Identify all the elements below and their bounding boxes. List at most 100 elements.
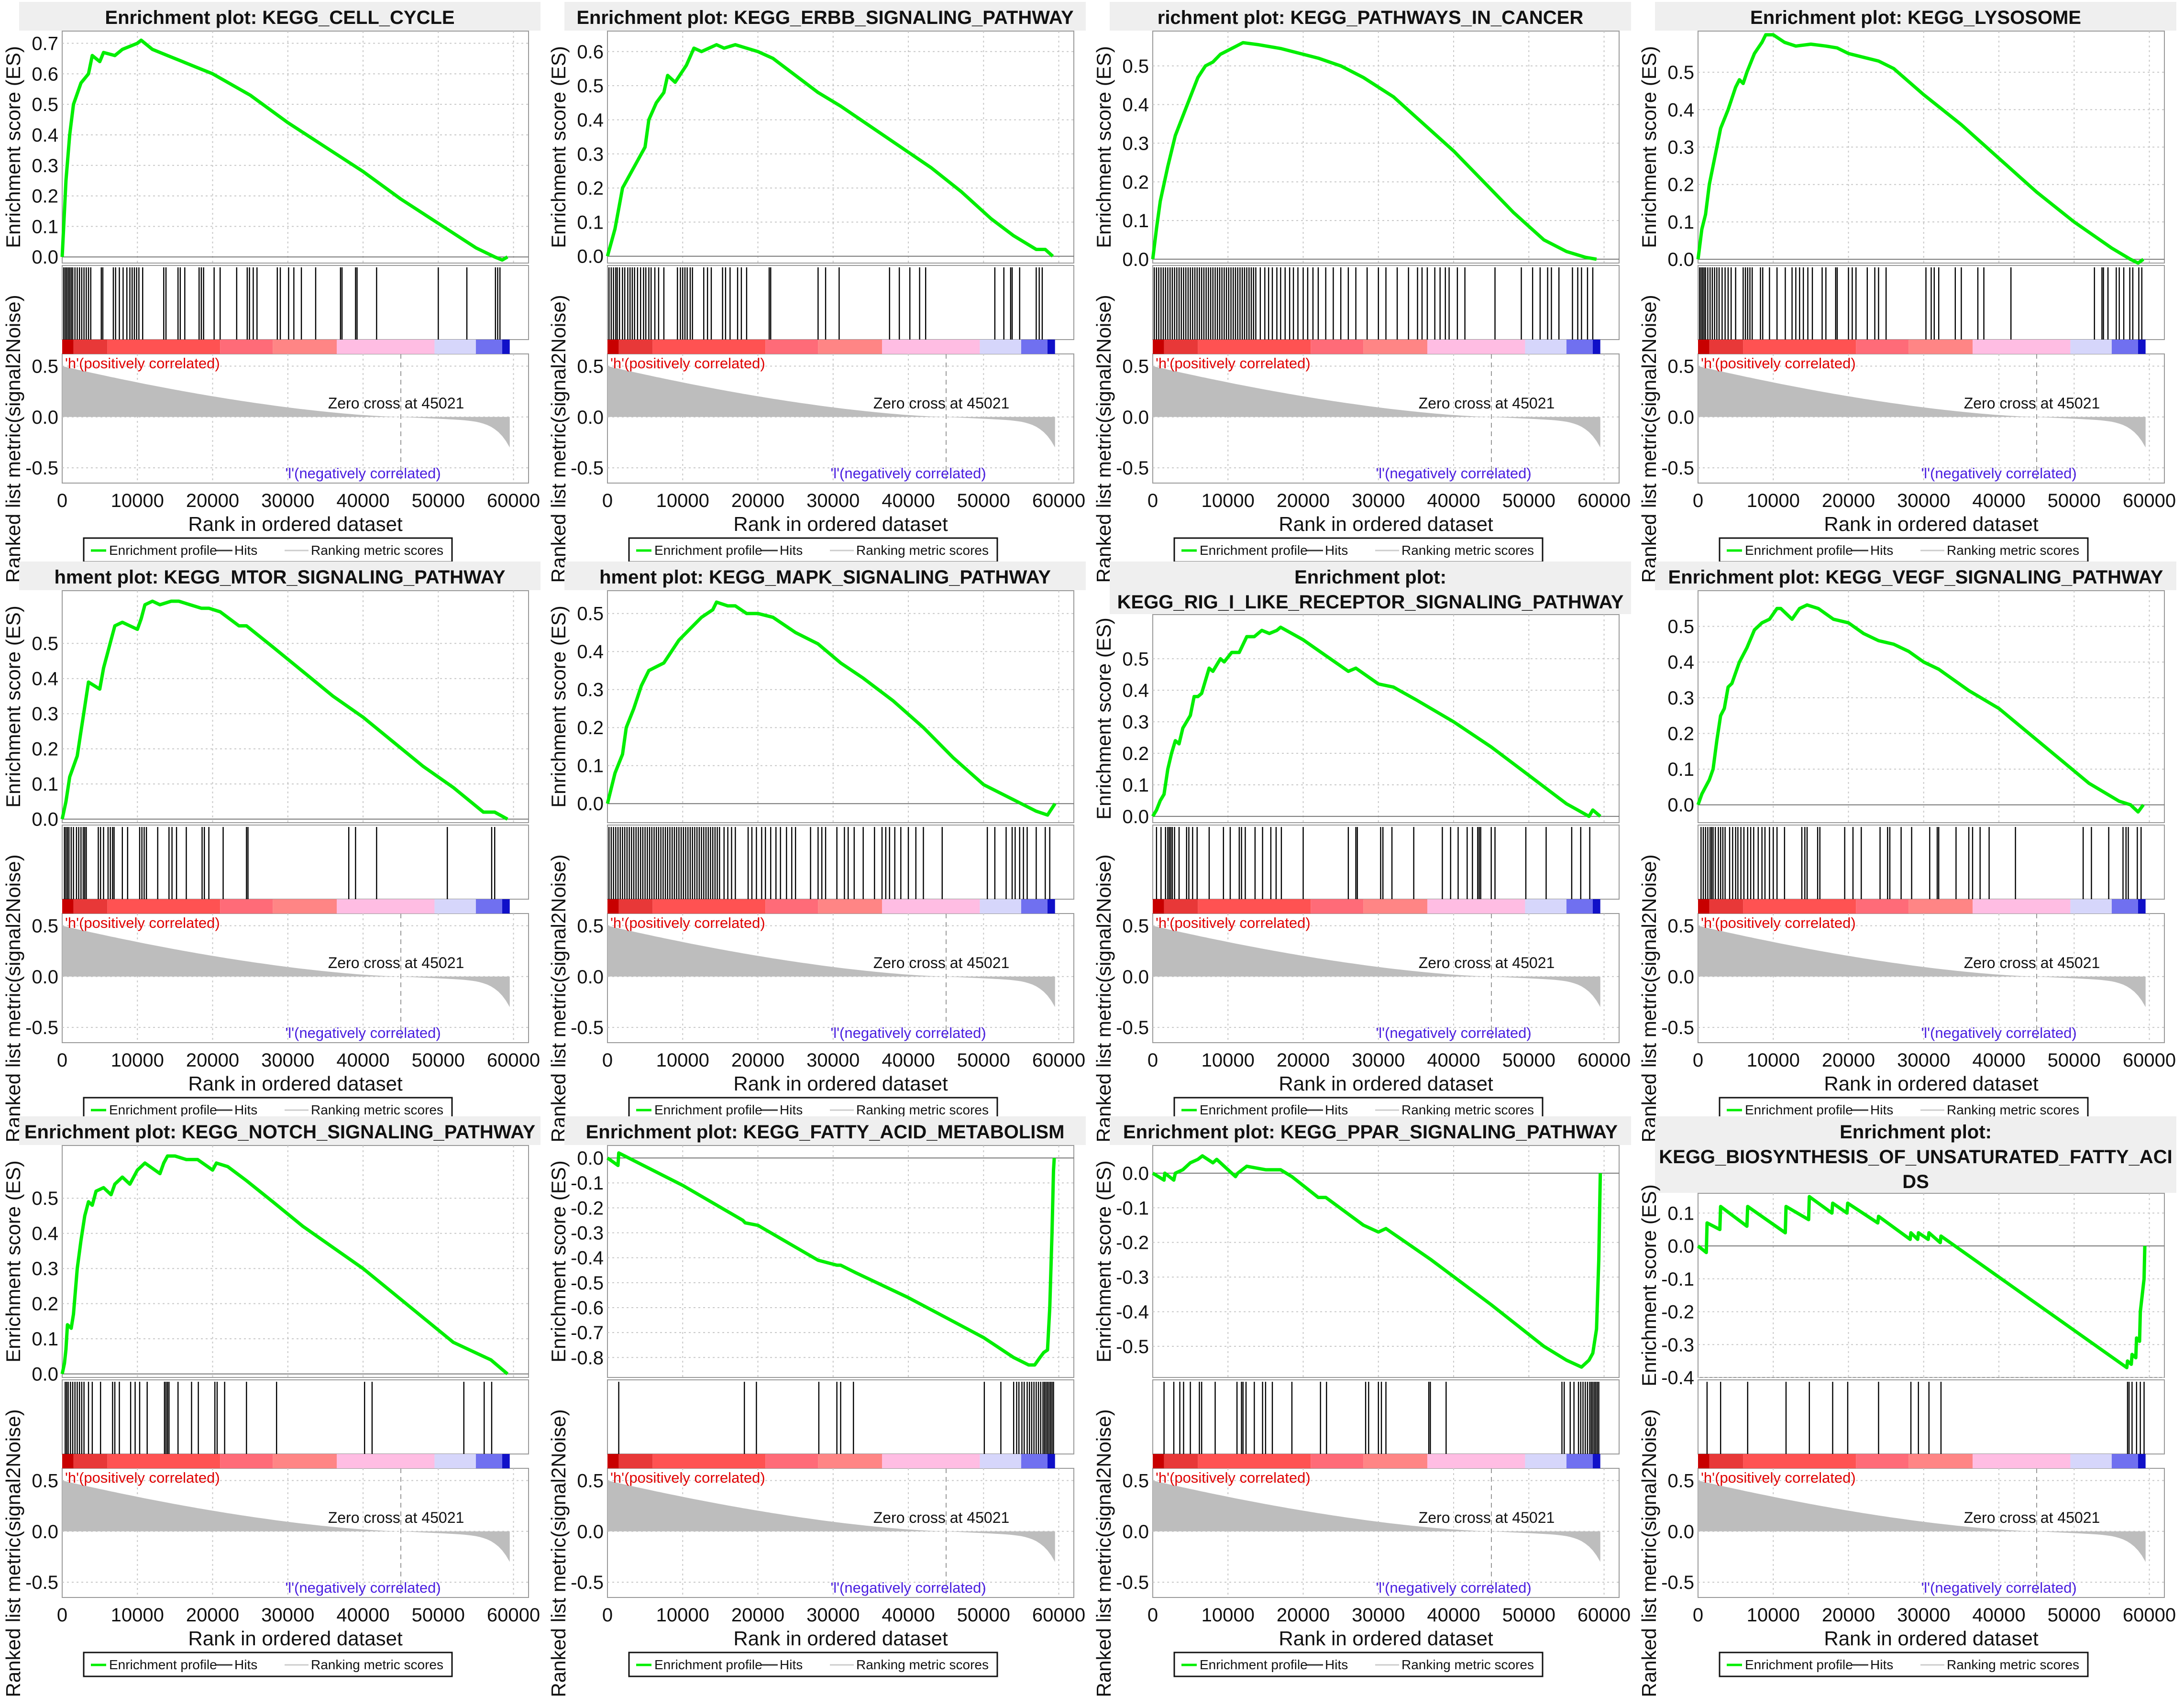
heatbar-segment bbox=[1908, 899, 1973, 914]
es-axis-label: Enrichment score (ES) bbox=[2, 1160, 24, 1362]
hits-group bbox=[608, 267, 1043, 340]
zero-cross-label: Zero cross at 45021 bbox=[1419, 1509, 1555, 1526]
zero-cross-label: Zero cross at 45021 bbox=[328, 954, 464, 971]
es-y-tick-label: -0.6 bbox=[571, 1298, 604, 1319]
es-plot-area bbox=[607, 590, 1074, 823]
es-y-tick-label: -0.4 bbox=[571, 1248, 604, 1269]
x-tick-label: 10000 bbox=[656, 1050, 709, 1071]
x-tick-label: 20000 bbox=[1277, 490, 1330, 511]
es-y-tick-label: 0.3 bbox=[1122, 712, 1149, 733]
heatbar-segment bbox=[1856, 340, 1909, 354]
x-tick-label: 50000 bbox=[2048, 490, 2101, 511]
heatbar-segment bbox=[273, 899, 337, 914]
x-tick-label: 50000 bbox=[957, 1605, 1010, 1626]
hits-group bbox=[1156, 827, 1590, 899]
ranking-metric-area bbox=[1698, 925, 2146, 1040]
negatively-correlated-label: 'l'(negatively correlated) bbox=[285, 1024, 441, 1041]
heatbar-segment bbox=[1698, 1454, 1710, 1468]
es-y-tick-label: -0.2 bbox=[1116, 1233, 1149, 1254]
x-tick-label: 60000 bbox=[487, 1605, 540, 1626]
es-axis-label: Enrichment score (ES) bbox=[2, 606, 24, 807]
es-y-tick-label: 0.5 bbox=[577, 76, 604, 97]
heatbar-segment bbox=[1311, 899, 1364, 914]
metric-axis-label: Ranked list metric(signal2Noise) bbox=[1092, 1409, 1115, 1697]
enrichment-plot-panel: hment plot: KEGG_MTOR_SIGNALING_PATHWAY 0… bbox=[0, 560, 545, 1143]
enrichment-plot-panel: Enrichment plot: KEGG_BIOSYNTHESIS_OF_UNS… bbox=[1636, 1114, 2181, 1697]
ranking-metric-area bbox=[62, 1480, 510, 1595]
metric-y-tick-label: 0.0 bbox=[577, 407, 604, 428]
legend-label-enrichment: Enrichment profile bbox=[109, 543, 217, 558]
x-tick-label: 0 bbox=[602, 1050, 613, 1071]
legend-label-hits: Hits bbox=[234, 543, 257, 558]
es-y-tick-label: 0.2 bbox=[1667, 175, 1694, 196]
negatively-correlated-label: 'l'(negatively correlated) bbox=[1921, 465, 2076, 482]
x-tick-label: 40000 bbox=[1972, 490, 2025, 511]
enrichment-plot-svg: Enrichment plot: KEGG_VEGF_SIGNALING_PAT… bbox=[1638, 562, 2176, 1143]
es-y-tick-label: 0.4 bbox=[1667, 99, 1694, 121]
heatbar-segment bbox=[475, 340, 502, 354]
heatbar-segment bbox=[73, 340, 108, 354]
plot-title: Enrichment plot: KEGG_PPAR_SIGNALING_PAT… bbox=[1123, 1122, 1618, 1143]
x-tick-label: 0 bbox=[57, 1050, 67, 1071]
es-y-tick-label: 0.2 bbox=[1122, 172, 1149, 193]
metric-axis-label: Ranked list metric(signal2Noise) bbox=[547, 1409, 570, 1697]
legend-box bbox=[628, 537, 998, 563]
es-y-tick-label: 0.2 bbox=[577, 178, 604, 199]
es-y-tick-label: 0.0 bbox=[1667, 1236, 1694, 1257]
es-y-tick-label: 0.4 bbox=[577, 641, 604, 662]
x-tick-label: 0 bbox=[57, 490, 67, 511]
legend-label-metric: Ranking metric scores bbox=[856, 543, 989, 558]
heatbar-segment bbox=[618, 340, 653, 354]
x-tick-label: 30000 bbox=[806, 490, 860, 511]
plot-title: Enrichment plot: KEGG_LYSOSOME bbox=[1750, 7, 2081, 28]
ranking-metric-area bbox=[607, 1480, 1055, 1595]
plot-title: hment plot: KEGG_MAPK_SIGNALING_PATHWAY bbox=[599, 567, 1051, 588]
x-tick-label: 10000 bbox=[656, 1605, 709, 1626]
es-y-tick-label: 0.2 bbox=[32, 739, 58, 760]
metric-y-tick-label: -0.5 bbox=[571, 1017, 604, 1038]
heatbar-segment bbox=[273, 340, 337, 354]
es-y-tick-label: 0.2 bbox=[1667, 723, 1694, 744]
heatbar-segment bbox=[1566, 1454, 1593, 1468]
metric-y-tick-label: 0.0 bbox=[1122, 967, 1149, 988]
enrichment-plot-svg: Enrichment plot: KEGG_PPAR_SIGNALING_PAT… bbox=[1092, 1116, 1631, 1697]
heatbar-segment bbox=[882, 899, 980, 914]
metric-y-tick-label: 0.0 bbox=[577, 1521, 604, 1542]
metric-y-tick-label: -0.5 bbox=[1116, 458, 1149, 479]
heatbar-segment bbox=[652, 1454, 766, 1468]
legend-label-hits: Hits bbox=[1870, 1102, 1893, 1117]
enrichment-plot-svg: Enrichment plot: KEGG_FATTY_ACID_METABOL… bbox=[547, 1116, 1086, 1697]
enrichment-plot-svg: Enrichment plot: KEGG_CELL_CYCLE 0 10000 20… bbox=[2, 2, 540, 583]
heatbar-segment bbox=[1592, 899, 1600, 914]
x-tick-label: 40000 bbox=[1427, 1050, 1480, 1071]
x-tick-label: 50000 bbox=[957, 490, 1010, 511]
legend: Enrichment profile Hits Ranking metric sco… bbox=[628, 1652, 998, 1677]
es-y-tick-label: 0.0 bbox=[577, 246, 604, 267]
heatbar-segment bbox=[73, 899, 108, 914]
x-axis-label: Rank in ordered dataset bbox=[1279, 1072, 1493, 1095]
enrichment-profile-line bbox=[1151, 625, 1601, 818]
metric-y-tick-label: 0.5 bbox=[1667, 916, 1694, 937]
zero-cross-label: Zero cross at 45021 bbox=[1419, 395, 1555, 412]
plot-title: hment plot: KEGG_MTOR_SIGNALING_PATHWAY bbox=[54, 567, 505, 588]
es-axis-label: Enrichment score (ES) bbox=[1092, 46, 1115, 248]
metric-y-tick-label: 0.5 bbox=[1122, 356, 1149, 377]
legend-label-hits: Hits bbox=[780, 1102, 803, 1117]
metric-y-tick-label: 0.0 bbox=[1122, 1521, 1149, 1542]
x-tick-label: 50000 bbox=[2048, 1050, 2101, 1071]
x-tick-label: 30000 bbox=[1897, 1050, 1950, 1071]
es-y-tick-label: -0.3 bbox=[571, 1223, 604, 1244]
ranking-metric-area bbox=[62, 925, 510, 1040]
legend-label-hits: Hits bbox=[1325, 1102, 1348, 1117]
hits-area bbox=[1698, 1379, 2165, 1454]
legend-label-metric: Ranking metric scores bbox=[311, 543, 443, 558]
ranking-metric-area bbox=[1153, 1480, 1600, 1595]
x-tick-label: 30000 bbox=[261, 490, 314, 511]
ranking-metric-area bbox=[607, 925, 1055, 1040]
legend-label-metric: Ranking metric scores bbox=[311, 1102, 443, 1117]
legend-label-enrichment: Enrichment profile bbox=[1200, 1102, 1308, 1117]
es-y-tick-label: 0.1 bbox=[1667, 759, 1694, 780]
hits-area bbox=[1152, 825, 1620, 900]
es-y-tick-label: -0.3 bbox=[1116, 1267, 1149, 1288]
negatively-correlated-label: 'l'(negatively correlated) bbox=[830, 465, 986, 482]
